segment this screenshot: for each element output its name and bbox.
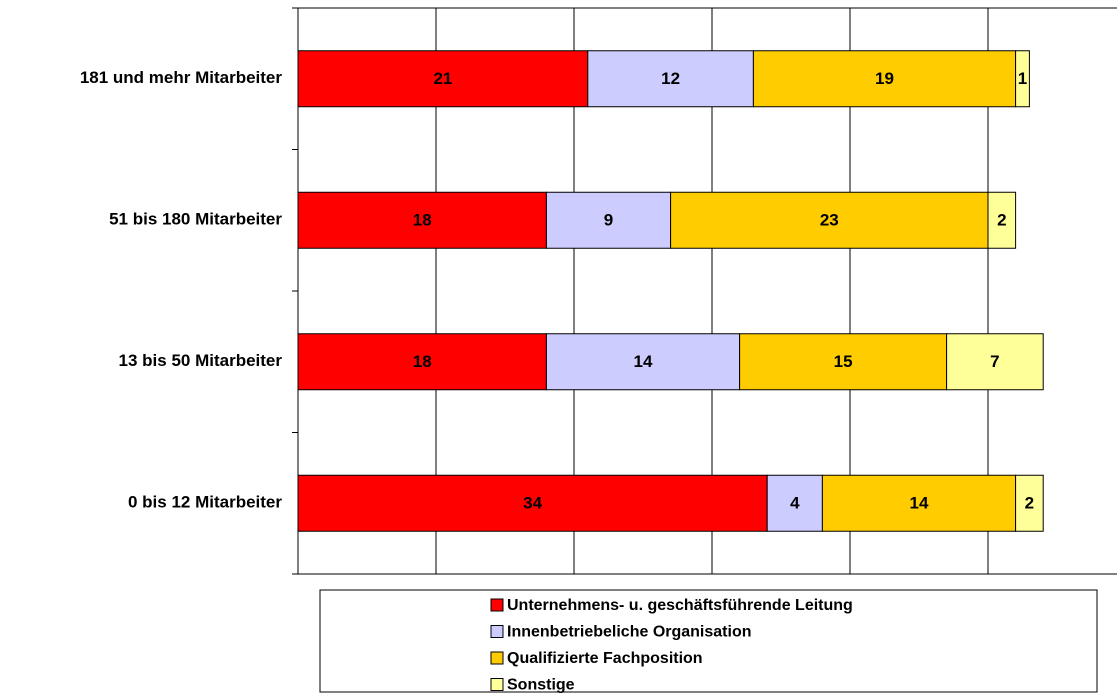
bar-segment bbox=[752, 50, 1017, 108]
legend-label: Sonstige bbox=[507, 677, 575, 694]
bar-segment bbox=[987, 191, 1017, 249]
legend-label: Unternehmens- u. geschäftsführende Leitu… bbox=[507, 597, 853, 614]
data-label: 14 bbox=[910, 494, 929, 513]
y-tick-label: 181 und mehr Mitarbeiter bbox=[80, 68, 283, 87]
legend-label: Innenbetriebeliche Organisation bbox=[507, 624, 752, 641]
y-tick-label: 13 bis 50 Mitarbeiter bbox=[119, 351, 283, 370]
data-label: 19 bbox=[875, 69, 894, 88]
bar-segment bbox=[297, 333, 547, 391]
data-label: 15 bbox=[834, 352, 853, 371]
legend-swatch bbox=[490, 678, 504, 691]
data-label: 2 bbox=[997, 211, 1006, 230]
data-label: 7 bbox=[990, 352, 999, 371]
legend-box bbox=[319, 589, 1098, 693]
data-label: 18 bbox=[413, 211, 432, 230]
data-label: 34 bbox=[523, 494, 542, 513]
data-label: 14 bbox=[634, 352, 653, 371]
data-label: 2 bbox=[1025, 494, 1034, 513]
data-label: 21 bbox=[433, 69, 452, 88]
y-tick-label: 51 bis 180 Mitarbeiter bbox=[109, 210, 282, 229]
legend-swatch bbox=[490, 598, 504, 612]
data-label: 18 bbox=[413, 352, 432, 371]
data-label: 9 bbox=[604, 211, 613, 230]
bar-segment bbox=[1015, 474, 1044, 532]
data-label: 1 bbox=[1018, 69, 1027, 88]
data-label: 23 bbox=[820, 211, 839, 230]
legend-swatch bbox=[490, 651, 504, 665]
bar-segment bbox=[739, 333, 948, 391]
legend-swatch bbox=[490, 625, 504, 638]
y-tick-label: 0 bis 12 Mitarbeiter bbox=[128, 493, 282, 512]
bar-segment bbox=[1015, 50, 1030, 108]
legend-label: Qualifizierte Fachposition bbox=[507, 650, 703, 667]
bar-segment bbox=[545, 333, 741, 391]
bar-segment bbox=[946, 333, 1044, 391]
bar-segment bbox=[670, 191, 989, 249]
data-label: 12 bbox=[661, 69, 680, 88]
data-label: 4 bbox=[790, 494, 800, 513]
